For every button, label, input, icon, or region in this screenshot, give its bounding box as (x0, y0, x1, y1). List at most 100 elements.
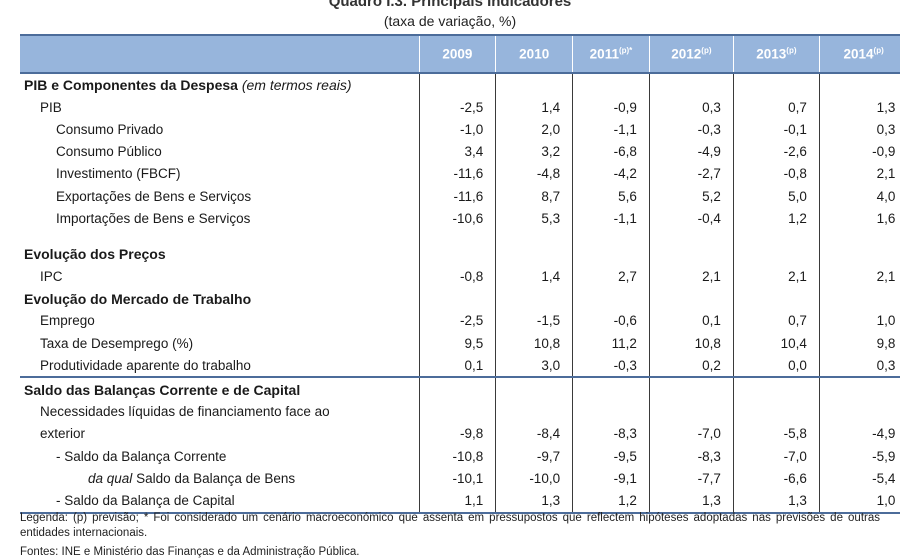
section-trabalho: Evolução do Mercado de Trabalho (20, 287, 900, 310)
table-sources: Fontes: INE e Ministério das Finanças e … (20, 546, 360, 558)
value-cell (732, 377, 820, 401)
value-cell: 8,7 (495, 184, 573, 208)
value-cell (418, 377, 496, 401)
table-subtitle: (taxa de variação, %) (383, 13, 517, 29)
value-cell (572, 287, 650, 310)
value-cell: -1,1 (572, 207, 650, 230)
value-cell: -9,5 (572, 445, 650, 468)
value-cell (818, 287, 900, 310)
value-cell: 2,0 (495, 118, 573, 141)
value-cell: -2,7 (648, 162, 734, 185)
value-cell: 2,1 (818, 162, 900, 185)
table-row: Taxa de Desemprego (%) 9,5 10,8 11,2 10,8 10… (20, 332, 900, 355)
value-cell: -0,3 (648, 118, 734, 141)
value-cell: 1,2 (732, 207, 820, 230)
value-cell (495, 229, 573, 244)
spacer-row (20, 229, 900, 244)
year-superscript: (p)* (618, 46, 633, 56)
value-cell (418, 287, 496, 310)
value-cell (572, 400, 650, 423)
value-cell: -4,9 (818, 422, 900, 445)
value-cell: 0,3 (818, 118, 900, 141)
value-cell: -5,4 (818, 467, 900, 490)
row-label: Importações de Bens e Serviços (56, 210, 251, 226)
value-cell: -8,3 (572, 422, 650, 445)
value-cell: -1,1 (572, 118, 650, 141)
table-row: Consumo Público 3,4 3,2 -6,8 -4,9 -2,6 -0,9 (20, 140, 900, 163)
value-cell: -0,9 (572, 96, 650, 119)
header-year-2012: 2012(p) (648, 34, 734, 74)
value-cell (818, 229, 900, 244)
value-cell (818, 377, 900, 401)
section-saldo: Saldo das Balanças Corrente e de Capital (20, 377, 900, 401)
value-cell: -1,5 (495, 309, 573, 333)
section-label: PIB e Componentes da Despesa (em termos … (20, 73, 419, 96)
row-label: Investimento (FBCF) (56, 166, 181, 182)
header-label-cell (20, 34, 419, 74)
value-cell: 0,2 (648, 354, 734, 379)
value-cell (495, 287, 573, 310)
value-cell: -2,5 (418, 96, 496, 119)
row-label: - Saldo da Balança de Capital (20, 489, 419, 514)
value-cell: 3,2 (495, 140, 573, 163)
value-cell: -7,0 (648, 422, 734, 445)
value-cell: 1,0 (818, 489, 900, 514)
header-year-2011: 2011(p)* (572, 34, 650, 74)
value-cell: -0,4 (648, 207, 734, 230)
text-fragment: 2013 (756, 46, 787, 62)
value-cell: 2,1 (818, 265, 900, 288)
text-fragment: PIB e Componentes da Despesa (24, 77, 238, 94)
row-label: exterior (40, 426, 86, 442)
value-cell: -11,6 (418, 162, 496, 185)
value-cell: -9,1 (572, 467, 650, 490)
table-row: da qual Saldo da Balança de Bens -10,1 -1… (20, 467, 900, 490)
value-cell: -8,4 (495, 422, 573, 445)
value-cell: -2,6 (732, 140, 820, 163)
value-cell (418, 229, 496, 244)
value-cell: 0,7 (732, 309, 820, 333)
row-label: Emprego (40, 313, 95, 329)
value-cell (648, 229, 734, 244)
value-cell: 5,3 (495, 207, 573, 230)
table-title: Quadro I.3. Principais Indicadores (328, 0, 572, 10)
value-cell (732, 229, 820, 244)
value-cell (495, 377, 573, 401)
value-cell: 1,3 (732, 489, 820, 514)
indicators-table: 2009 2010 2011(p)* 2012(p) 2013(p) 2014(… (20, 34, 900, 514)
value-cell (648, 377, 734, 401)
table-row: Emprego -2,5 -1,5 -0,6 0,1 0,7 1,0 (20, 309, 900, 333)
value-cell (495, 73, 573, 97)
value-cell: 1,2 (572, 489, 650, 514)
table-row: Importações de Bens e Serviços -10,6 5,3-… (20, 207, 900, 230)
value-cell (495, 243, 573, 266)
table-row: IPC -0,8 1,4 2,7 2,1 2,1 2,1 (20, 265, 900, 288)
section-label: Evolução do Mercado de Trabalho (24, 290, 252, 307)
value-cell (418, 243, 496, 266)
value-cell: -4,8 (495, 162, 573, 185)
table-row: - Saldo da Balança de Capital 1,1 1,3 1,2 1… (20, 489, 900, 514)
value-cell (648, 243, 734, 266)
header-year-2009: 2009 (418, 34, 496, 74)
value-cell (418, 73, 496, 97)
value-cell: 10,4 (732, 332, 820, 355)
value-cell: -0,8 (732, 162, 820, 185)
value-cell: 9,5 (418, 332, 496, 355)
value-cell: -7,0 (732, 445, 820, 468)
table-row: Produtividade aparente do trabalho 0,1 3,… (20, 354, 900, 379)
value-cell: -6,6 (732, 467, 820, 490)
table-legend: Legenda: (p) previsão; * Foi considerado… (20, 512, 880, 539)
value-cell: 1,6 (818, 207, 900, 230)
table-row: - Saldo da Balança Corrente -10,8 -9,7 -9,… (20, 445, 900, 468)
value-cell: -6,8 (572, 140, 650, 163)
section-label: Saldo das Balanças Corrente e de Capital (24, 381, 301, 398)
value-cell: 1,0 (818, 309, 900, 333)
value-cell: 2,1 (648, 265, 734, 288)
value-cell: -9,7 (495, 445, 573, 468)
value-cell: -10,8 (418, 445, 496, 468)
value-cell: -0,8 (418, 265, 496, 288)
value-cell: -4,9 (648, 140, 734, 163)
table-row: Investimento (FBCF) -11,6 -4,8 -4,2 -2,7 -0,… (20, 162, 900, 185)
section-precos: Evolução dos Preços (20, 243, 900, 266)
text-fragment: 2011 (589, 46, 619, 62)
text-fragment: da qual (88, 470, 133, 486)
